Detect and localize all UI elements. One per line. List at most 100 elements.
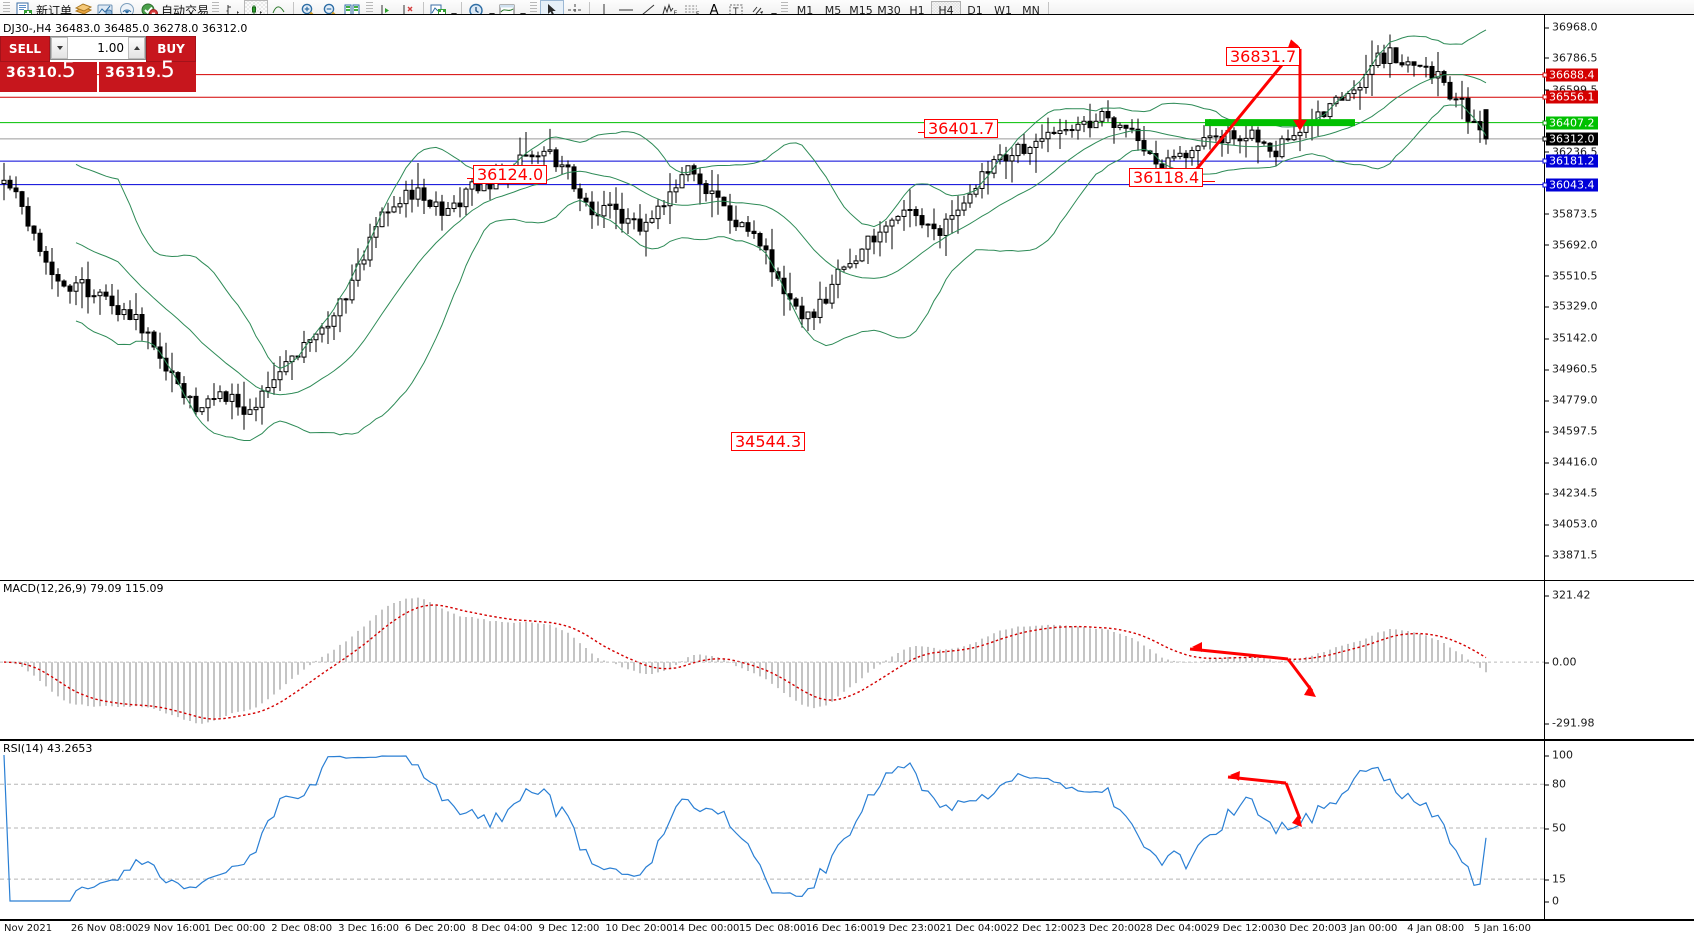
time-label: 29 Dec 12:00	[1206, 923, 1274, 934]
rsi-tick: 15	[1545, 873, 1566, 886]
rsi-pane[interactable]: 100 80 50 15 0 RSI(14) 43.2653	[0, 740, 1694, 920]
price-chart-svg	[0, 29, 1544, 441]
price-annotation[interactable]: 36831.7	[1226, 47, 1301, 66]
macd-tick: -291.98	[1545, 717, 1594, 730]
price-level-handle[interactable]	[1542, 72, 1548, 78]
timeframe-d1[interactable]: D1	[967, 3, 983, 17]
time-label: 9 Dec 12:00	[538, 923, 600, 934]
volume-increase-button[interactable]	[128, 37, 145, 59]
volume-value[interactable]: 1.00	[97, 41, 124, 55]
time-label: 1 Dec 00:00	[204, 923, 266, 934]
trendline-icon[interactable]	[637, 1, 659, 19]
timeframe-m15[interactable]: M15	[849, 3, 873, 17]
time-label: 5 Jan 16:00	[1474, 923, 1531, 934]
price-level-handle[interactable]	[1542, 120, 1548, 126]
price-pane[interactable]: 36831.7 36401.7 36124.0 36118.4 34544.3 3696…	[0, 14, 1694, 580]
macd-tick: 0.00	[1545, 656, 1577, 669]
bid-price[interactable]: 36310 . 5	[0, 60, 97, 92]
toolbar-grip-5[interactable]	[781, 2, 789, 18]
bid-price-dot: .	[57, 66, 62, 80]
price-tick: 34234.5	[1545, 487, 1598, 500]
bid-price-integer: 36310	[6, 65, 58, 81]
price-annotation[interactable]: 36124.0	[473, 165, 548, 184]
time-label: 22 Dec 12:00	[1006, 923, 1074, 934]
price-annotation[interactable]: 36401.7	[924, 119, 999, 138]
text-icon[interactable]: A	[709, 2, 719, 18]
price-level-label[interactable]: 36688.4	[1546, 68, 1598, 82]
rsi-indicator-label: RSI(14) 43.2653	[3, 742, 93, 755]
time-label: 6 Dec 20:00	[404, 923, 466, 934]
book-icon[interactable]	[72, 1, 94, 19]
timeframe-m1[interactable]: M1	[796, 3, 814, 17]
rsi-tick: 50	[1545, 822, 1566, 835]
timeframe-m5[interactable]: M5	[824, 3, 842, 17]
ask-price-fraction: 5	[160, 58, 175, 83]
toolbar-grip-4[interactable]	[530, 2, 538, 18]
ask-price-integer: 36319	[105, 65, 157, 81]
ask-price[interactable]: 36319 . 5	[99, 58, 196, 92]
time-label: 3 Jan 00:00	[1340, 923, 1398, 934]
price-level-handle[interactable]	[1542, 136, 1548, 142]
hline-icon[interactable]	[615, 1, 637, 19]
buy-button[interactable]: BUY	[146, 36, 196, 62]
time-axis: Nov 2021 26 Nov 08:00 29 Nov 16:00 1 Dec 00…	[0, 920, 1694, 936]
price-tick: 35142.0	[1545, 332, 1598, 345]
price-tick: 33871.5	[1545, 549, 1598, 562]
macd-tick: 321.42	[1545, 589, 1591, 602]
price-tick: 35510.5	[1545, 269, 1598, 282]
price-tick: 34416.0	[1545, 456, 1598, 469]
volume-stepper[interactable]: 1.00	[50, 36, 146, 60]
macd-indicator-label: MACD(12,26,9) 79.09 115.09	[3, 582, 164, 595]
price-tick: 34053.0	[1545, 518, 1598, 531]
time-label: 2 Dec 08:00	[271, 923, 333, 934]
macd-axis: 321.42 0.00 -291.98	[1544, 581, 1694, 739]
price-level-handle[interactable]	[1542, 182, 1548, 188]
rsi-chart-svg	[0, 754, 1544, 902]
macd-pane[interactable]: 321.42 0.00 -291.98 MACD(12,26,9) 79.09 11…	[0, 580, 1694, 740]
toolbar-grip[interactable]	[3, 2, 10, 18]
toolbar-grip-2[interactable]	[212, 2, 220, 18]
price-tick: 36968.0	[1545, 21, 1598, 34]
one-click-trading-panel[interactable]: SELL 1.00 BUY 36310 . 5 36319 . 5	[0, 36, 196, 92]
price-level-label[interactable]: 36312.0	[1546, 132, 1598, 146]
rsi-plot-area[interactable]	[0, 741, 1544, 919]
price-tick: 35329.0	[1545, 300, 1598, 313]
price-level-label[interactable]: 36556.1	[1546, 90, 1598, 104]
elliott-icon[interactable]: E	[659, 1, 681, 19]
period-icon[interactable]	[465, 1, 487, 19]
price-annotation[interactable]: 36118.4	[1129, 168, 1204, 187]
terminal-icon[interactable]	[94, 1, 116, 19]
timeframe-h1[interactable]: H1	[909, 3, 925, 17]
price-tick: 34597.5	[1545, 425, 1598, 438]
annotation-leader	[467, 178, 473, 179]
price-level-label[interactable]: 36407.2	[1546, 116, 1598, 130]
price-level-handle[interactable]	[1542, 158, 1548, 164]
timeframe-w1[interactable]: W1	[994, 3, 1012, 17]
timeframe-mn[interactable]: MN	[1022, 3, 1040, 17]
price-tick: 35692.0	[1545, 238, 1598, 251]
rsi-tick: 80	[1545, 778, 1566, 791]
macd-plot-area[interactable]	[0, 581, 1544, 739]
time-label: 26 Nov 08:00	[70, 923, 139, 934]
rsi-tick: 0	[1545, 895, 1559, 908]
time-label: 4 Jan 08:00	[1407, 923, 1465, 934]
price-annotation[interactable]: 34544.3	[731, 432, 806, 451]
price-axis[interactable]: 36968.036786.536599.536418.036236.536055…	[1542, 15, 1694, 580]
time-label: 23 Dec 20:00	[1073, 923, 1141, 934]
time-label: 19 Dec 23:00	[872, 923, 940, 934]
time-label: 10 Dec 20:00	[605, 923, 673, 934]
svg-text:T: T	[732, 7, 739, 17]
toolbar-grip-3[interactable]	[366, 2, 374, 18]
price-plot-area[interactable]: 36831.7 36401.7 36124.0 36118.4 34544.3	[0, 15, 1544, 580]
price-level-handle[interactable]	[1542, 94, 1548, 100]
annotation-leader	[918, 132, 924, 133]
time-label: 14 Dec 00:00	[672, 923, 740, 934]
volume-decrease-button[interactable]	[51, 37, 68, 59]
price-level-label[interactable]: 36181.2	[1546, 154, 1598, 168]
price-level-label[interactable]: 36043.4	[1546, 178, 1598, 192]
ask-price-dot: .	[156, 66, 161, 80]
time-label: 30 Dec 20:00	[1273, 923, 1341, 934]
timeframe-m30[interactable]: M30	[877, 3, 901, 17]
sell-button[interactable]: SELL	[0, 36, 50, 62]
objects-icon[interactable]	[747, 1, 769, 19]
